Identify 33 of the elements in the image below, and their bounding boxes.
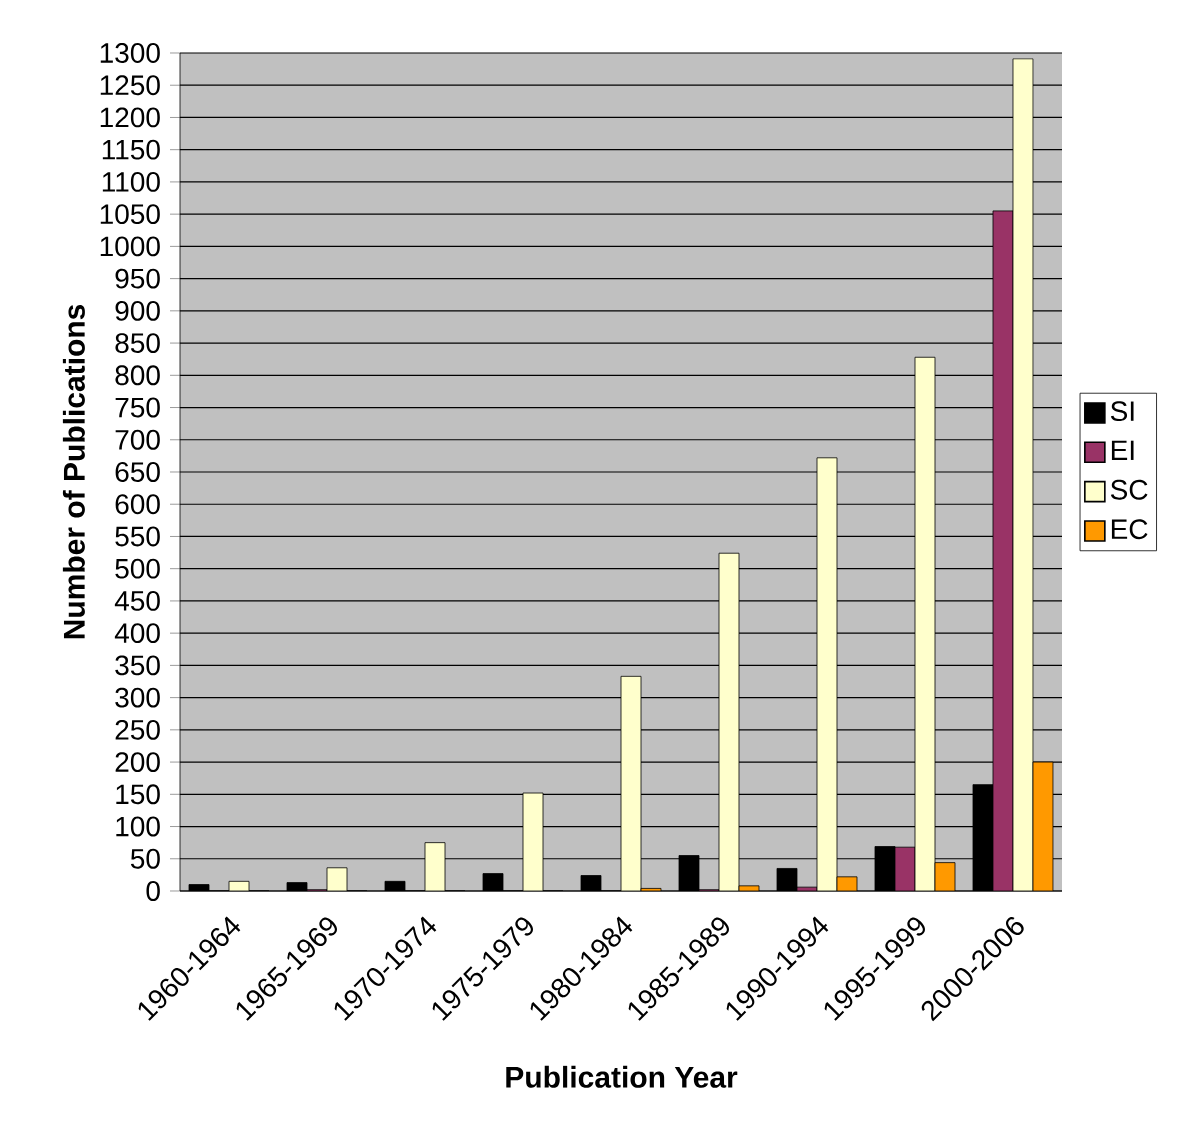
y-tick-label: 900 bbox=[115, 300, 160, 321]
x-axis-title: Publication Year bbox=[506, 1065, 738, 1088]
y-tick-label: 300 bbox=[115, 687, 160, 708]
y-axis-title: Number of Publications bbox=[62, 304, 85, 639]
y-tick-label: 500 bbox=[115, 558, 160, 579]
y-tick-label: 400 bbox=[114, 623, 160, 644]
y-tick-label: 350 bbox=[115, 655, 160, 676]
y-tick-label: 850 bbox=[115, 333, 160, 353]
y-tick-label: 250 bbox=[115, 719, 160, 740]
y-tick-label: 1050 bbox=[100, 204, 160, 225]
legend-label: SC bbox=[1110, 479, 1148, 500]
y-tick-label: 50 bbox=[130, 848, 160, 869]
legend-label: SI bbox=[1110, 401, 1134, 422]
y-tick-label: 1100 bbox=[102, 171, 160, 192]
y-tick-label: 700 bbox=[115, 429, 160, 450]
y-tick-label: 1000 bbox=[100, 236, 160, 257]
y-tick-label: 0 bbox=[146, 881, 160, 901]
y-tick-label: 1150 bbox=[102, 139, 160, 160]
y-tick-label: 200 bbox=[115, 752, 160, 772]
y-tick-label: 100 bbox=[116, 816, 160, 837]
y-tick-label: 600 bbox=[115, 494, 160, 515]
y-tick-label: 550 bbox=[115, 526, 160, 547]
y-tick-label: 650 bbox=[115, 462, 160, 482]
legend-label: EC bbox=[1111, 519, 1148, 540]
y-tick-label: 150 bbox=[116, 784, 160, 805]
y-tick-label: 950 bbox=[115, 268, 160, 289]
y-tick-label: 1200 bbox=[100, 107, 160, 128]
y-tick-label: 750 bbox=[115, 397, 160, 418]
y-tick-label: 1300 bbox=[100, 43, 160, 63]
y-tick-label: 800 bbox=[115, 365, 160, 386]
y-tick-label: 450 bbox=[114, 590, 160, 611]
y-tick-label: 1250 bbox=[100, 75, 160, 96]
legend-label: EI bbox=[1111, 440, 1134, 460]
